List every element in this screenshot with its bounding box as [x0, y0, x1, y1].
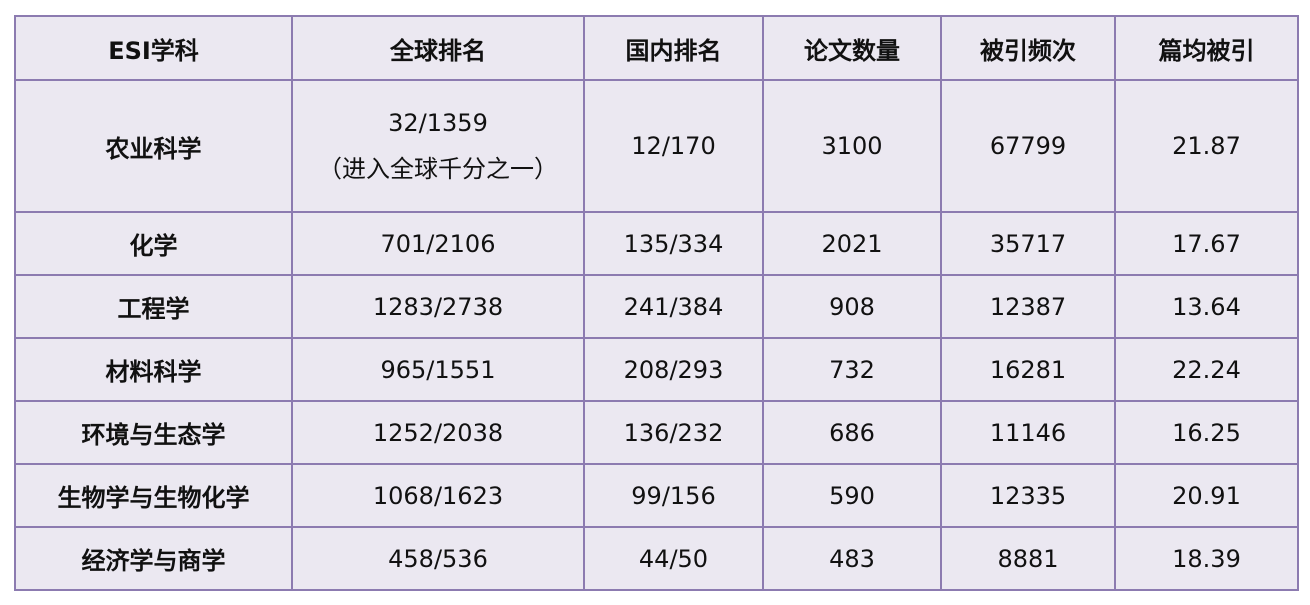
cell-global-rank: 458/536 — [291, 526, 585, 591]
cell-citations: 8881 — [940, 526, 1116, 591]
cell-subject: 化学 — [14, 211, 293, 276]
cell-avg-citations: 18.39 — [1114, 526, 1299, 591]
cell-papers: 686 — [762, 400, 942, 465]
header-avg-citations: 篇均被引 — [1114, 15, 1299, 81]
table-row: 经济学与商学 458/536 44/50 483 8881 18.39 — [14, 526, 1299, 591]
global-rank-value: 32/1359 — [388, 108, 488, 137]
cell-subject: 工程学 — [14, 274, 293, 339]
cell-global-rank: 701/2106 — [291, 211, 585, 276]
cell-citations: 35717 — [940, 211, 1116, 276]
cell-avg-citations: 17.67 — [1114, 211, 1299, 276]
cell-global-rank: 1068/1623 — [291, 463, 585, 528]
cell-avg-citations: 21.87 — [1114, 79, 1299, 213]
cell-global-rank: 1252/2038 — [291, 400, 585, 465]
cell-subject: 生物学与生物化学 — [14, 463, 293, 528]
table-row: 生物学与生物化学 1068/1623 99/156 590 12335 20.91 — [14, 463, 1299, 528]
header-row: ESI学科 全球排名 国内排名 论文数量 被引频次 篇均被引 — [14, 15, 1299, 81]
cell-domestic-rank: 136/232 — [583, 400, 764, 465]
table-row: 工程学 1283/2738 241/384 908 12387 13.64 — [14, 274, 1299, 339]
cell-avg-citations: 20.91 — [1114, 463, 1299, 528]
cell-papers: 732 — [762, 337, 942, 402]
cell-subject: 农业科学 — [14, 79, 293, 213]
header-domestic-rank: 国内排名 — [583, 15, 764, 81]
table-row: 材料科学 965/1551 208/293 732 16281 22.24 — [14, 337, 1299, 402]
cell-papers: 483 — [762, 526, 942, 591]
cell-domestic-rank: 44/50 — [583, 526, 764, 591]
header-papers: 论文数量 — [762, 15, 942, 81]
cell-papers: 590 — [762, 463, 942, 528]
table-row: 化学 701/2106 135/334 2021 35717 17.67 — [14, 211, 1299, 276]
cell-domestic-rank: 99/156 — [583, 463, 764, 528]
cell-global-rank: 32/1359 （进入全球千分之一） — [291, 79, 585, 213]
cell-citations: 12335 — [940, 463, 1116, 528]
cell-papers: 908 — [762, 274, 942, 339]
table-row: 环境与生态学 1252/2038 136/232 686 11146 16.25 — [14, 400, 1299, 465]
cell-papers: 2021 — [762, 211, 942, 276]
header-citations: 被引频次 — [940, 15, 1116, 81]
header-global-rank: 全球排名 — [291, 15, 585, 81]
cell-subject: 环境与生态学 — [14, 400, 293, 465]
cell-citations: 11146 — [940, 400, 1116, 465]
cell-subject: 材料科学 — [14, 337, 293, 402]
cell-domestic-rank: 241/384 — [583, 274, 764, 339]
cell-papers: 3100 — [762, 79, 942, 213]
cell-subject: 经济学与商学 — [14, 526, 293, 591]
cell-avg-citations: 16.25 — [1114, 400, 1299, 465]
cell-citations: 12387 — [940, 274, 1116, 339]
cell-global-rank: 1283/2738 — [291, 274, 585, 339]
cell-domestic-rank: 208/293 — [583, 337, 764, 402]
cell-citations: 67799 — [940, 79, 1116, 213]
esi-table: ESI学科 全球排名 国内排名 论文数量 被引频次 篇均被引 农业科学 32/1… — [14, 15, 1299, 591]
header-subject: ESI学科 — [14, 15, 293, 81]
cell-citations: 16281 — [940, 337, 1116, 402]
table-row: 农业科学 32/1359 （进入全球千分之一） 12/170 3100 67799… — [14, 79, 1299, 213]
cell-global-rank: 965/1551 — [291, 337, 585, 402]
cell-avg-citations: 22.24 — [1114, 337, 1299, 402]
cell-domestic-rank: 135/334 — [583, 211, 764, 276]
cell-domestic-rank: 12/170 — [583, 79, 764, 213]
cell-avg-citations: 13.64 — [1114, 274, 1299, 339]
global-rank-note: （进入全球千分之一） — [318, 154, 558, 183]
